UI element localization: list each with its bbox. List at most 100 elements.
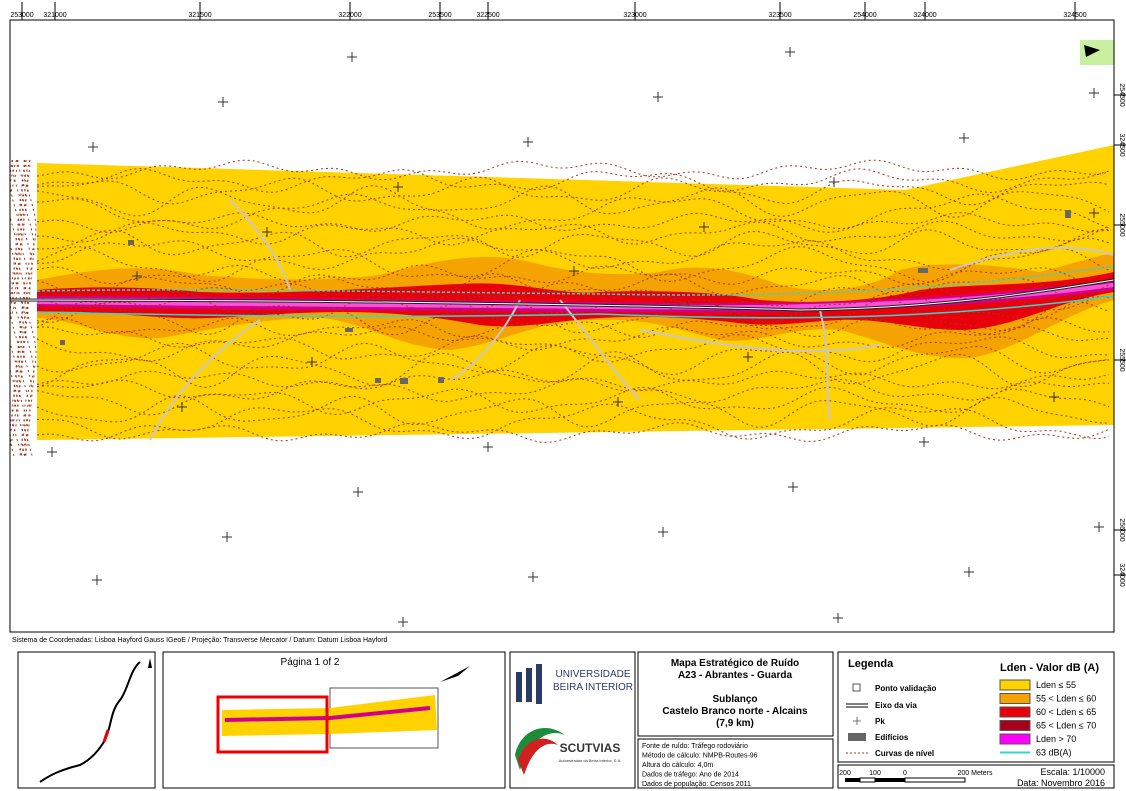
info-line: Método de cálculo: NMPB-Routes-96 <box>642 753 758 760</box>
contour-line <box>36 273 1110 298</box>
lden-label: 55 < Lden ≤ 60 <box>1036 694 1096 704</box>
contour-line <box>36 193 1110 230</box>
title-box <box>637 651 834 737</box>
section-name: Castelo Branco norte - Alcains <box>662 706 808 717</box>
contour-line <box>36 351 1110 388</box>
inset-page-1 <box>216 695 329 754</box>
grid-cross <box>528 572 538 582</box>
info-line: Dados de tráfego: Ano de 2014 <box>642 772 739 779</box>
grid-cross <box>222 532 232 542</box>
grid-cross <box>132 271 142 281</box>
legend-label: Curvas de nível <box>875 749 934 758</box>
lden-label: 65 < Lden ≤ 70 <box>1036 721 1096 731</box>
section-length: (7,9 km) <box>716 718 754 729</box>
info-line: Altura do cálculo: 4,0m <box>642 762 713 769</box>
grid-cross <box>833 613 843 623</box>
info-lines: Fonte de ruído: Tráfego rodoviário Método… <box>642 743 758 788</box>
grid-cross <box>398 617 408 627</box>
grid-cross <box>92 575 102 585</box>
ubi-logo <box>516 664 542 704</box>
contour-line <box>36 403 1110 440</box>
grid-cross <box>653 92 663 102</box>
overview-map <box>17 651 156 789</box>
road-name: A23 - Abrantes - Guarda <box>678 670 793 681</box>
legend-symbol <box>853 717 861 725</box>
grid-cross <box>569 266 579 276</box>
legend-title: Legenda <box>848 658 894 670</box>
legend-label: Edifícios <box>875 733 909 742</box>
overview-north <box>148 658 152 668</box>
contour-line <box>36 298 1110 336</box>
contour-line <box>36 264 1110 286</box>
grid-cross <box>262 227 272 237</box>
isoline-63-top <box>36 265 1114 296</box>
contour-line <box>36 237 1110 271</box>
lden-swatch <box>999 706 1031 718</box>
contour-lines <box>10 159 1110 457</box>
grid-cross <box>47 447 57 457</box>
coordinate-system: Sistema de Coordenadas: Lisboa Hayford G… <box>12 637 388 644</box>
logo-box <box>509 651 636 789</box>
isoline-63 <box>36 295 1114 319</box>
contour-line <box>36 176 1110 206</box>
section-label: Sublanço <box>712 694 757 705</box>
grid-cross <box>785 47 795 57</box>
legend-box <box>837 651 1115 763</box>
grid-cross <box>1094 522 1104 532</box>
map-frame <box>9 19 1115 633</box>
lden-label: 60 < Lden ≤ 65 <box>1036 707 1096 717</box>
legend-label: Ponto validação <box>875 684 936 693</box>
grid-cross <box>1049 392 1059 402</box>
page-label: Página 1 of 2 <box>281 657 340 668</box>
lden-title: Lden - Valor dB (A) <box>1000 662 1099 674</box>
grid-cross <box>347 52 357 62</box>
grid-cross <box>959 133 969 143</box>
contour-line <box>36 229 1110 258</box>
contour-line <box>36 317 1110 338</box>
contour-line <box>36 168 1110 194</box>
legend-symbol <box>848 733 866 741</box>
contour-line <box>36 326 1110 351</box>
inset-north <box>440 666 470 682</box>
grid-cross <box>353 487 363 497</box>
scale-label: 200 Meters <box>957 770 993 777</box>
company-subtitle: Autoestradas da Beira Interior, S.A. <box>559 758 622 763</box>
secondary-roads <box>149 199 1114 441</box>
lden-swatch <box>999 720 1031 731</box>
north-arrow-box <box>1080 40 1114 65</box>
zone-65 <box>37 272 1114 330</box>
grid-cross <box>393 182 403 192</box>
overview-section <box>102 729 110 743</box>
map-date: Data: Novembro 2016 <box>1017 778 1105 788</box>
inset-band <box>222 695 437 736</box>
scale-bar <box>845 777 966 783</box>
zone-70-plus <box>37 283 1114 310</box>
inset-road <box>224 706 431 722</box>
scutvias-logo <box>515 727 565 770</box>
buildings <box>60 210 1071 384</box>
info-box <box>637 738 834 789</box>
grid-cross <box>483 442 493 452</box>
grid-cross <box>658 527 668 537</box>
grid-cross <box>964 567 974 577</box>
grid-cross <box>523 137 533 147</box>
contour-line <box>36 290 1110 323</box>
contour-line <box>36 378 1110 403</box>
grid-cross <box>88 142 98 152</box>
legend-label: Pk <box>875 717 885 726</box>
top-coordinates: 2530003210003215003220002535003225003230… <box>10 2 1087 20</box>
lden-label: Lden ≤ 55 <box>1036 680 1076 690</box>
grid-crosses <box>47 47 1104 627</box>
university-name: BEIRA INTERIOR <box>553 682 633 693</box>
lden-label: Lden > 70 <box>1036 734 1076 744</box>
contour-line <box>36 185 1110 218</box>
grid-cross <box>829 177 839 187</box>
contour-line <box>36 334 1110 363</box>
contour-line <box>36 395 1109 428</box>
scale-ratio: Escala: 1/10000 <box>1040 767 1105 777</box>
grid-cross <box>218 97 228 107</box>
grid-cross <box>1089 88 1099 98</box>
lden-swatch <box>999 733 1031 745</box>
grid-cross <box>699 222 709 232</box>
